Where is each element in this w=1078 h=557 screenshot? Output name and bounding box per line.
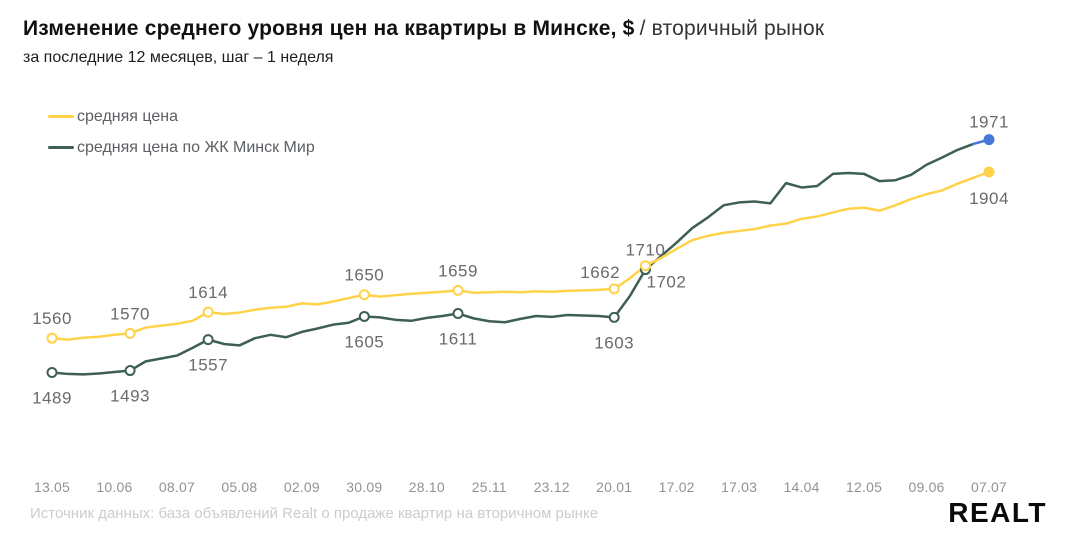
value-label: 1489 xyxy=(32,388,72,407)
page-title: Изменение среднего уровня цен на квартир… xyxy=(23,16,824,42)
data-point-marker xyxy=(124,327,136,339)
legend-swatch xyxy=(48,115,74,118)
value-label: 1904 xyxy=(969,189,1009,208)
value-label: 1650 xyxy=(344,266,384,285)
value-label: 1614 xyxy=(188,283,228,302)
value-label: 1560 xyxy=(32,309,72,328)
x-axis-label: 17.03 xyxy=(721,479,758,495)
value-label: 1662 xyxy=(580,263,620,282)
value-label: 1570 xyxy=(110,304,150,323)
chart-legend: средняя цена средняя цена по ЖК Минск Мир xyxy=(48,106,315,158)
title-main: Изменение среднего уровня цен на квартир… xyxy=(23,17,635,40)
x-axis-label: 23.12 xyxy=(533,479,570,495)
data-point-marker xyxy=(358,289,370,301)
series-line xyxy=(50,142,975,376)
data-point-marker xyxy=(46,332,58,344)
x-axis-label: 05.08 xyxy=(221,479,258,495)
data-point-marker xyxy=(639,260,651,272)
data-point-marker xyxy=(452,308,464,320)
value-label: 1659 xyxy=(438,261,478,280)
data-point-marker xyxy=(608,311,620,323)
value-label: 1603 xyxy=(594,333,634,352)
title-suffix: / вторичный рынок xyxy=(639,17,825,40)
x-axis-label: 02.09 xyxy=(283,479,320,495)
x-axis-label: 09.06 xyxy=(908,479,945,495)
data-point-marker xyxy=(608,283,620,295)
x-axis-label: 14.04 xyxy=(783,479,820,495)
legend-label: средняя цена по ЖК Минск Мир xyxy=(77,138,315,156)
end-data-point xyxy=(983,166,995,178)
data-point-marker xyxy=(202,334,214,346)
x-axis-label: 28.10 xyxy=(408,479,445,495)
source-note: Источник данных: база объявлений Realt о… xyxy=(30,505,599,522)
value-label: 1710 xyxy=(626,241,666,260)
legend-item: средняя цена xyxy=(48,106,315,127)
chart-subtitle: за последние 12 месяцев, шаг – 1 неделя xyxy=(23,49,334,66)
header: Изменение среднего уровня цен на квартир… xyxy=(23,16,824,67)
data-point-marker xyxy=(358,310,370,322)
value-label: 1611 xyxy=(439,330,478,349)
realt-logo: Realt xyxy=(948,497,1047,528)
value-label: 1493 xyxy=(110,387,150,406)
value-label: 1557 xyxy=(188,356,228,375)
data-point-marker xyxy=(46,366,58,378)
x-axis-label: 30.09 xyxy=(346,479,383,495)
series-line xyxy=(50,170,991,341)
x-axis-label: 12.05 xyxy=(846,479,883,495)
value-label: 1605 xyxy=(344,332,384,351)
x-axis-label: 13.05 xyxy=(33,479,71,495)
value-label: 1702 xyxy=(647,273,687,292)
x-axis-label: 10.06 xyxy=(96,479,133,495)
x-axis-label: 07.07 xyxy=(970,479,1008,495)
data-point-marker xyxy=(202,306,214,318)
legend-swatch xyxy=(48,146,74,149)
x-axis-label: 17.02 xyxy=(658,479,695,495)
legend-item: средняя цена по ЖК Минск Мир xyxy=(48,137,315,158)
x-axis-label: 08.07 xyxy=(158,479,195,495)
end-data-point xyxy=(983,134,995,146)
data-point-marker xyxy=(124,365,136,377)
legend-label: средняя цена xyxy=(77,107,179,125)
x-axis-label: 25.11 xyxy=(471,479,507,495)
data-point-marker xyxy=(452,284,464,296)
value-label: 1971 xyxy=(969,113,1009,132)
x-axis-label: 20.01 xyxy=(596,479,633,495)
